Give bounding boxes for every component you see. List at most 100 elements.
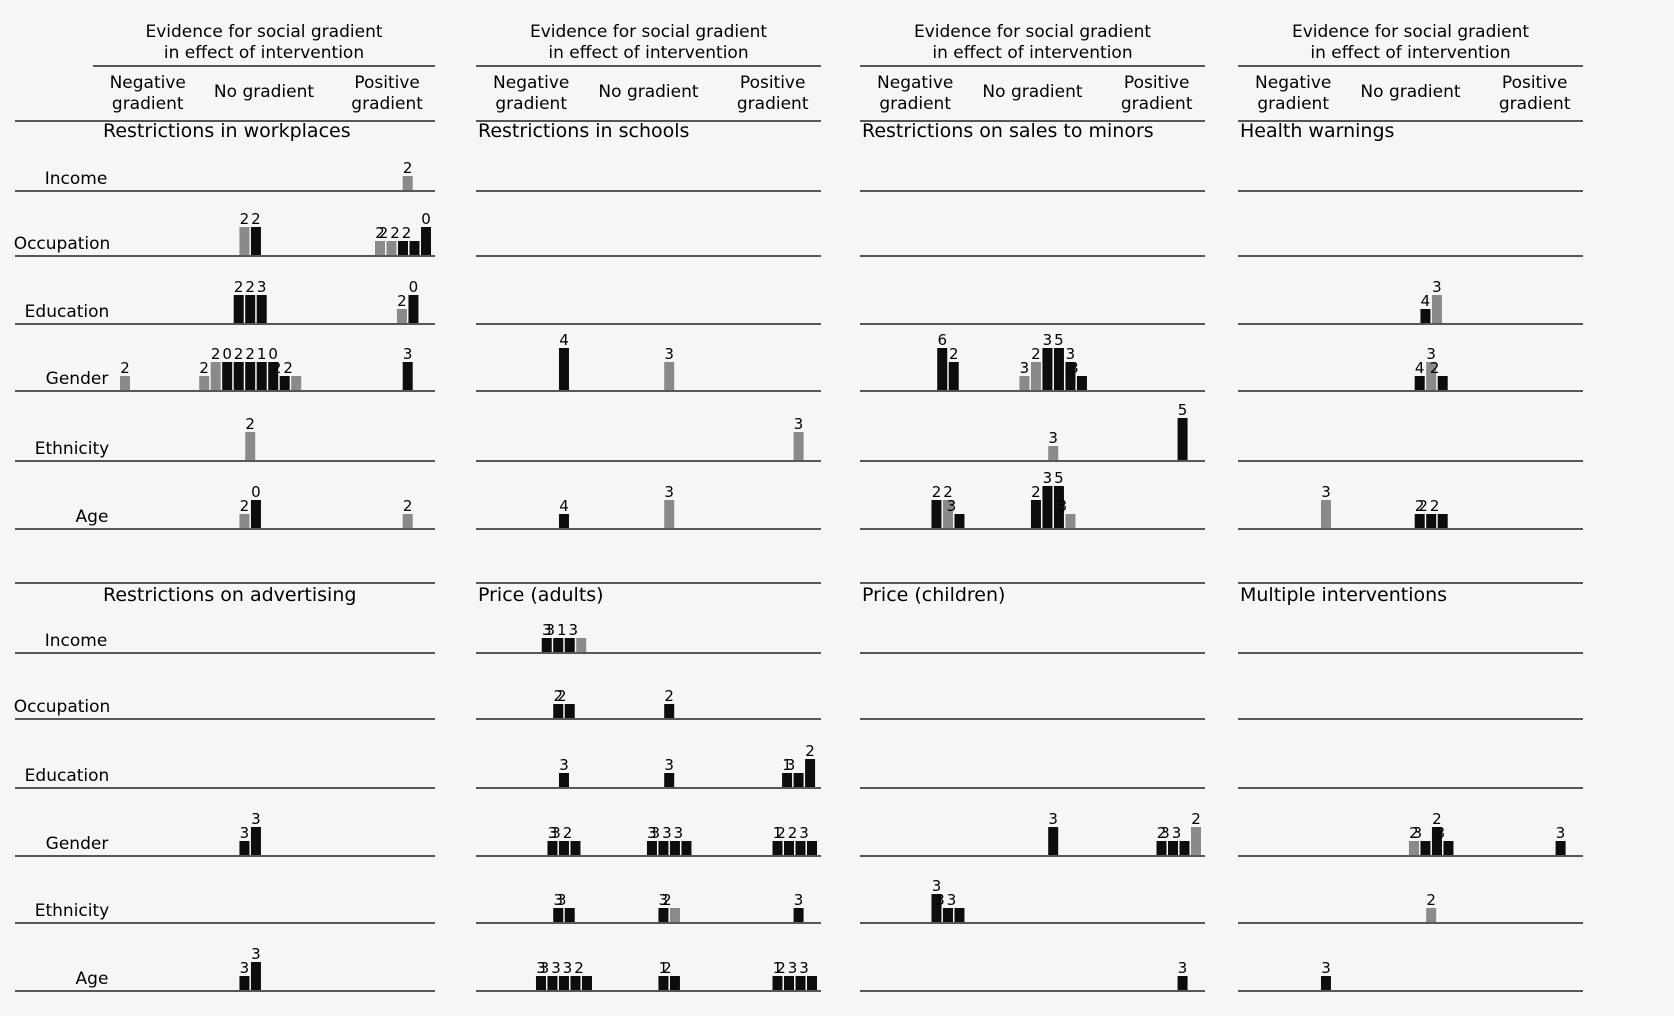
bar: [1408, 841, 1419, 855]
bar-label: 3: [664, 345, 674, 363]
bar: [658, 841, 669, 855]
bar: [558, 514, 569, 528]
panel-title: Price (adults): [478, 584, 604, 606]
bar-group: 3: [1555, 824, 1566, 855]
bar-group: 432: [1414, 345, 1448, 390]
bar: [564, 908, 575, 922]
bar: [1437, 514, 1448, 528]
header-positive-line1: Positive: [740, 73, 806, 93]
bar-label: 3: [651, 824, 661, 842]
bar: [1179, 841, 1190, 855]
header-negative-line2: gradient: [879, 94, 951, 114]
bar-label: 2: [403, 159, 413, 177]
bar: [375, 241, 385, 255]
bar-label: 2: [240, 497, 250, 515]
bar-group: 4: [558, 497, 569, 528]
bar-label: 2: [557, 687, 567, 705]
panel: Restrictions in schools 4 3 3 4 3: [478, 120, 804, 528]
bar-label: 3: [1432, 278, 1442, 296]
row-label: Ethnicity: [35, 439, 109, 459]
bar: [1414, 514, 1425, 528]
bar-label: 2: [375, 224, 385, 242]
header-positive-line1: Positive: [1502, 73, 1568, 93]
bar-group: 2: [664, 687, 675, 718]
bar-label: 5: [1054, 469, 1064, 487]
bar: [570, 976, 581, 990]
bar: [795, 841, 806, 855]
bar-label: 3: [932, 877, 942, 895]
bar: [1177, 418, 1188, 460]
bar-label: 5: [1054, 331, 1064, 349]
bar: [954, 908, 965, 922]
bar-label: 3: [674, 824, 684, 842]
bar: [931, 500, 942, 528]
bar: [250, 827, 261, 855]
header-positive-line1: Positive: [1124, 73, 1190, 93]
bar-label: 0: [421, 210, 431, 228]
bar: [1030, 500, 1041, 528]
bar-label: 5: [1178, 401, 1188, 419]
bar: [268, 362, 279, 390]
bar-label: 2: [234, 278, 244, 296]
bar-label: 2: [234, 345, 244, 363]
bar-label: 2: [379, 224, 389, 242]
bar: [233, 295, 244, 323]
bar: [1156, 841, 1167, 855]
bar: [1420, 841, 1431, 855]
bar: [782, 773, 793, 787]
header-no-gradient: No gradient: [982, 82, 1082, 102]
panel: Restrictions on advertising Income Occupat…: [14, 584, 356, 990]
bar-label: 3: [559, 756, 569, 774]
bar: [1053, 348, 1064, 390]
bar-group: 22 0 2 2 1 02 2: [199, 345, 302, 390]
panel-title: Price (children): [862, 584, 1005, 606]
bar-group: 2: [402, 159, 413, 190]
bar-group: 2: [1426, 891, 1437, 922]
header-no-gradient: No gradient: [1360, 82, 1460, 102]
bar-label: 3: [551, 824, 561, 842]
bar-group: 33 2: [547, 824, 581, 855]
bar-label: 3: [647, 824, 657, 842]
bar: [793, 432, 804, 460]
bar-label: 3: [240, 824, 250, 842]
bar: [256, 362, 267, 390]
bar: [931, 894, 942, 922]
bar-label: 3: [662, 824, 672, 842]
panel-title: Restrictions in schools: [478, 120, 689, 142]
bar: [398, 241, 408, 255]
bar: [120, 376, 130, 390]
bar: [1030, 362, 1041, 390]
row-label: Gender: [46, 369, 109, 389]
bar-group: 22: [553, 687, 575, 718]
bar-label: 2: [932, 483, 942, 501]
bar: [669, 908, 680, 922]
bar: [256, 295, 267, 323]
header-title-line2: in effect of intervention: [548, 43, 748, 63]
bar-label: 3: [240, 959, 250, 977]
bar-label: 3: [540, 959, 550, 977]
bar-label: 1: [257, 345, 267, 363]
bar-label: 1: [659, 959, 669, 977]
bar: [937, 348, 948, 390]
bar-label: 3: [536, 959, 546, 977]
bar-group: 3: [1320, 483, 1331, 528]
bar: [1437, 376, 1448, 390]
bar: [402, 176, 413, 190]
bar-group: 33 3 3 2: [535, 959, 592, 990]
bar: [233, 362, 244, 390]
bar: [807, 841, 817, 855]
bar-group: 2: [402, 497, 413, 528]
bar: [250, 500, 261, 528]
bar: [402, 362, 413, 390]
bar-group: 23 53: [1030, 469, 1076, 528]
bar-label: 3: [542, 621, 552, 639]
bar: [199, 376, 210, 390]
bar: [784, 976, 794, 990]
bar-group: 3: [793, 891, 804, 922]
panel: Restrictions in workplaces Income 2 Occupat…: [14, 120, 431, 528]
bar-label: 2: [776, 824, 786, 842]
